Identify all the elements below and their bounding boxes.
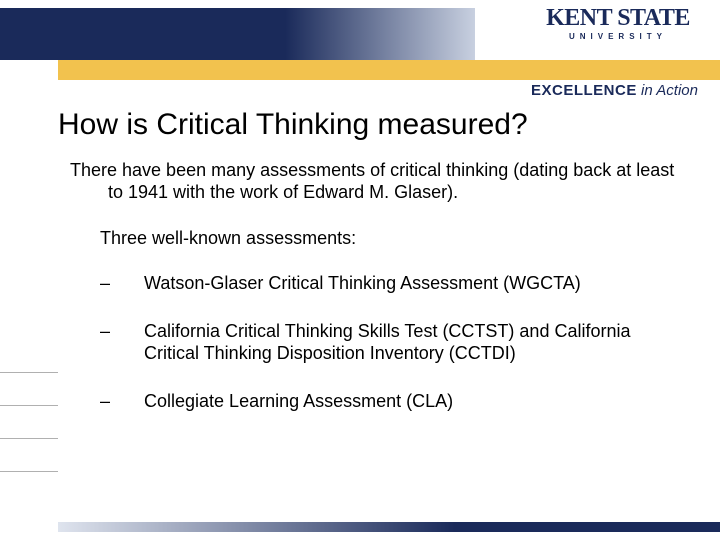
assessment-list: Watson-Glaser Critical Thinking Assessme… — [100, 273, 682, 413]
tagline-bold: EXCELLENCE — [531, 82, 637, 99]
header-gold-bar — [58, 60, 720, 80]
subheading: Three well-known assessments: — [100, 228, 682, 249]
slide-title: How is Critical Thinking measured? — [58, 108, 682, 142]
header-navy-bar — [0, 8, 475, 60]
list-item: Watson-Glaser Critical Thinking Assessme… — [100, 273, 682, 295]
tagline-italic: in Action — [637, 82, 698, 99]
logo-sub-text: UNIVERSITY — [528, 32, 708, 41]
slide-content: How is Critical Thinking measured? There… — [62, 108, 682, 439]
list-item: California Critical Thinking Skills Test… — [100, 321, 682, 365]
logo-main-text: KENT STATE — [528, 6, 708, 30]
kent-state-logo: KENT STATE UNIVERSITY — [528, 6, 708, 41]
tagline: EXCELLENCE in Action — [531, 82, 698, 99]
left-decorative-rules — [0, 372, 58, 504]
footer-navy-bar — [58, 522, 720, 532]
list-item: Collegiate Learning Assessment (CLA) — [100, 391, 682, 413]
intro-paragraph: There have been many assessments of crit… — [100, 160, 682, 204]
slide-header: KENT STATE UNIVERSITY EXCELLENCE in Acti… — [0, 0, 720, 98]
